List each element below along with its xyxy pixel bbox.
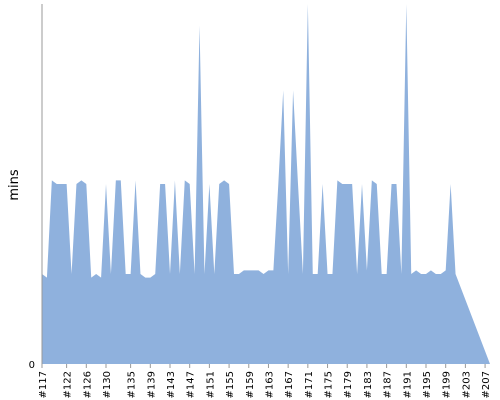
- x-tick-label: #155: [225, 371, 236, 398]
- x-tick-label: #151: [205, 371, 216, 398]
- x-tick-label: #159: [245, 371, 256, 398]
- x-tick-label: #191: [402, 371, 413, 398]
- x-tick-label: #126: [82, 371, 93, 398]
- x-tick-label: #139: [146, 371, 157, 398]
- x-tick-label: #199: [442, 371, 453, 398]
- x-tick-label: #135: [127, 371, 138, 398]
- x-tick-label: #167: [284, 371, 295, 398]
- x-tick-label: #203: [461, 371, 472, 398]
- x-tick-label: #122: [63, 371, 74, 398]
- y-axis-ticks: 0: [29, 360, 35, 371]
- x-tick-label: #183: [363, 371, 374, 398]
- area-series: [42, 4, 490, 364]
- y-axis-title: mins: [7, 169, 22, 201]
- x-tick-label: #187: [383, 371, 394, 398]
- x-tick-label: #179: [343, 371, 354, 398]
- x-tick-label: #175: [324, 371, 335, 398]
- x-tick-label: #143: [166, 371, 177, 398]
- x-tick-label: #147: [186, 371, 197, 398]
- x-axis-ticks: #117 #122 #126 #130 #135 #139 #143 #147 #151 #155…: [38, 364, 492, 398]
- x-tick-label: #130: [102, 371, 113, 398]
- x-tick-label: #207: [481, 371, 492, 398]
- plot-area: [42, 4, 490, 364]
- x-tick-label: #195: [422, 371, 433, 398]
- x-tick-label: #163: [264, 371, 275, 398]
- y-tick-label: 0: [29, 360, 35, 371]
- x-tick-label: #117: [38, 371, 49, 398]
- x-tick-label: #171: [304, 371, 315, 398]
